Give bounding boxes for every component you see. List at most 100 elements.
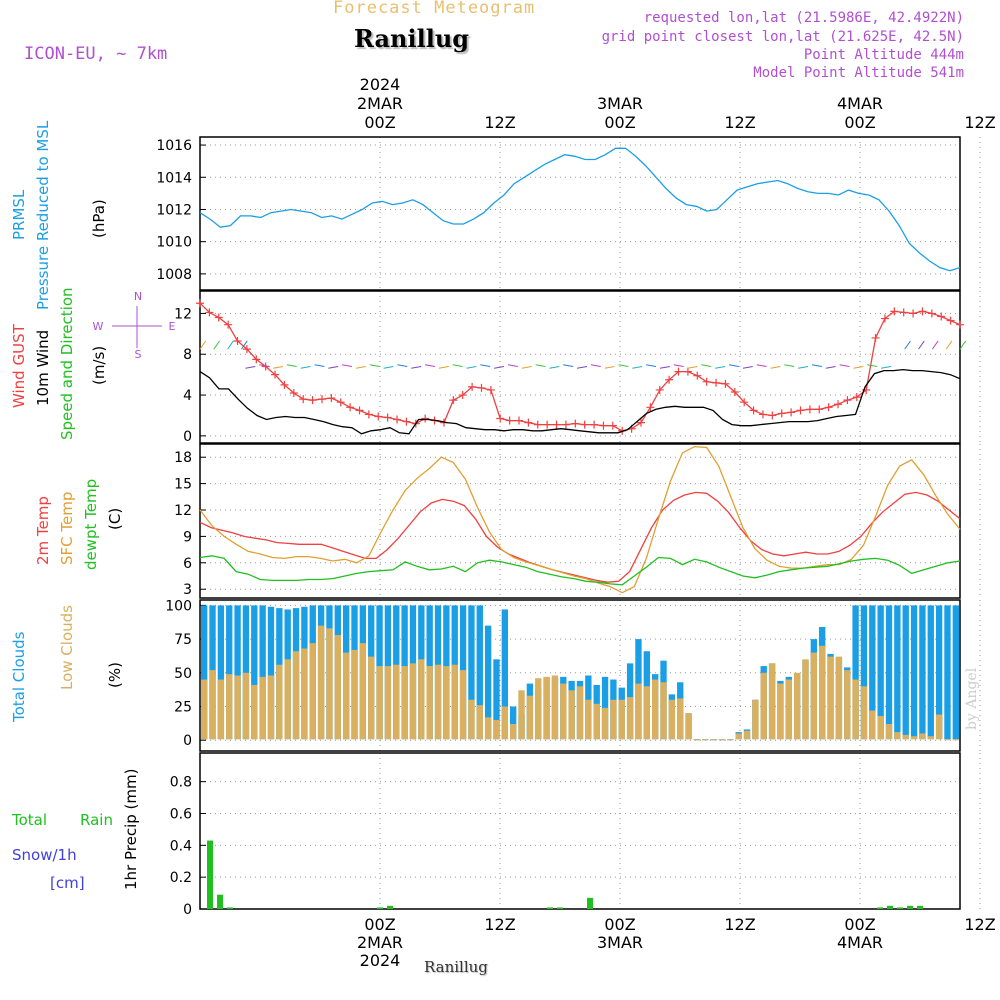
gust-marker — [458, 391, 467, 400]
gust-marker — [486, 385, 495, 394]
precip-tick-label: 0 — [183, 902, 192, 918]
pressure-axis-label: (hPa) — [90, 199, 108, 238]
total-cloud-bar — [894, 605, 901, 740]
low-cloud-bar — [384, 666, 392, 740]
clouds-tick-label: 50 — [174, 666, 192, 682]
gust-marker — [608, 421, 617, 430]
clouds-tick-label: 75 — [174, 632, 192, 648]
gust-marker — [693, 371, 702, 380]
total-cloud-bar — [476, 605, 483, 740]
total-cloud-bar — [226, 605, 233, 740]
wind-direction-arrow — [452, 364, 463, 367]
total-cloud-bar — [935, 605, 943, 740]
wind-direction-arrow — [507, 364, 518, 367]
low-cloud-bar — [810, 652, 818, 740]
model-altitude: Model Point Altitude 541m — [753, 65, 964, 81]
low-cloud-bar — [284, 659, 291, 740]
wind-direction-axis-label: Speed and Direction — [58, 287, 76, 440]
gust-marker — [383, 413, 392, 422]
wind-direction-arrow — [272, 365, 283, 369]
gust-marker — [740, 398, 749, 407]
gust-marker — [543, 420, 552, 429]
low-cloud-bar — [543, 676, 550, 740]
gust-marker — [787, 408, 796, 417]
pressure-tick-label: 1008 — [156, 267, 192, 283]
pressure-frame — [199, 136, 961, 291]
gust-marker — [665, 375, 674, 384]
low-cloud-bar — [226, 674, 233, 740]
total-cloud-bar — [927, 605, 934, 740]
wind-direction-arrow — [259, 364, 270, 367]
total-cloud-bar — [952, 605, 959, 740]
low-cloud-bar — [735, 733, 742, 740]
wind-direction-arrow — [659, 365, 670, 369]
low-cloud-bar — [267, 675, 275, 740]
gust-marker — [308, 396, 317, 405]
bottom-time-label: 00Z — [844, 915, 875, 934]
gust-marker — [214, 313, 223, 322]
gust-marker — [205, 308, 214, 317]
precip-tick-label: 0.6 — [170, 806, 192, 822]
gust-marker — [402, 417, 411, 426]
compass-label: W — [93, 320, 104, 333]
snow-legend-label: Snow/1h — [12, 846, 77, 864]
gust-marker — [890, 307, 899, 316]
precip-tick-label: 0.8 — [170, 775, 192, 791]
low-cloud-bar — [760, 672, 767, 740]
gust-marker — [449, 396, 458, 405]
pressure-axis-label: PRMSL — [10, 189, 28, 240]
bottom-time-label: 00Z — [604, 915, 635, 934]
temp2m-line — [199, 491, 961, 583]
low-cloud-bar — [501, 706, 509, 740]
wind-direction-arrow — [241, 340, 248, 350]
footer-location: Ranillug — [424, 958, 488, 976]
low-cloud-bar — [852, 679, 859, 740]
wind-direction-arrow — [590, 364, 601, 367]
wind-direction-arrow — [770, 365, 781, 369]
wind-direction-arrow — [646, 364, 657, 367]
wind-direction-arrow — [687, 365, 698, 369]
wind-direction-arrow — [959, 340, 967, 350]
low-cloud-bar — [301, 648, 308, 740]
gust-marker — [768, 411, 777, 420]
clouds-tick-label: 100 — [165, 598, 192, 614]
rain-bar — [587, 897, 593, 909]
wind-frame — [199, 290, 961, 444]
pressure-axis-label: Pressure Reduced to MSL — [34, 120, 52, 310]
low-cloud-bar — [551, 675, 559, 740]
gust-marker — [364, 410, 373, 419]
temperature-axis-label: (C) — [106, 508, 124, 530]
low-cloud-bar — [418, 659, 425, 740]
wind-direction-arrow — [715, 365, 726, 369]
low-cloud-bar — [535, 678, 542, 740]
precip-frame — [199, 752, 961, 910]
gust-marker — [393, 415, 402, 424]
wind-direction-arrow — [798, 365, 809, 369]
gust-marker — [317, 395, 326, 404]
low-cloud-bar — [677, 698, 684, 740]
gust-marker — [702, 377, 711, 386]
gust-marker — [580, 420, 589, 429]
pressure-line — [199, 147, 961, 272]
low-cloud-bar — [251, 684, 258, 740]
low-cloud-bar — [743, 730, 751, 740]
pressure-tick-label: 1016 — [156, 138, 192, 154]
gust-marker — [242, 345, 251, 354]
gust-marker — [515, 416, 524, 425]
wind-direction-arrow — [199, 340, 207, 350]
low-cloud-bar — [660, 682, 667, 740]
rain-bar — [907, 905, 913, 909]
gust-marker — [590, 420, 599, 429]
low-cloud-bar — [426, 666, 433, 740]
gust-marker — [355, 406, 364, 415]
low-cloud-bar — [885, 724, 893, 740]
top-time-label: 3MAR — [597, 94, 643, 113]
wind-direction-arrow — [438, 365, 449, 369]
rain-legend-label: Rain — [80, 811, 113, 829]
total-cloud-bar — [869, 605, 876, 740]
wind-direction-arrow — [742, 365, 753, 369]
compass-label: S — [135, 348, 142, 361]
wind-tick-label: 12 — [174, 306, 192, 322]
low-cloud-bar — [668, 699, 676, 740]
grid-point-coordinates: grid point closest lon,lat (21.625E, 42.… — [601, 29, 964, 45]
